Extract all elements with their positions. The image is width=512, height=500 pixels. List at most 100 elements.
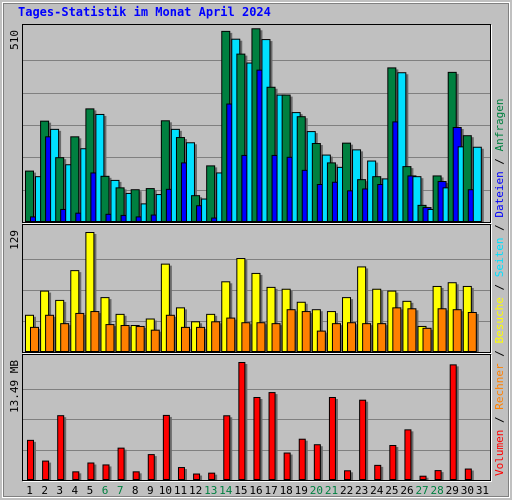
day-label-21: 21 (325, 484, 338, 497)
bar-volumen-day-9 (147, 454, 155, 480)
legend-item-seiten: Seiten (493, 238, 506, 278)
day-label-12: 12 (189, 484, 202, 497)
day-label-2: 2 (41, 484, 48, 497)
bar-volumen-day-13 (208, 472, 216, 481)
bar-anfragen-day-5 (85, 108, 95, 222)
axis-max-label-volume: 13.49 MB (8, 360, 21, 413)
bar-rechner-day-7 (120, 325, 130, 352)
legend-separator: / (493, 218, 506, 238)
bar-volumen-day-29 (449, 364, 457, 481)
bar-volumen-day-3 (57, 415, 65, 481)
bar-besuche-day-17 (266, 286, 276, 353)
day-label-16: 16 (249, 484, 262, 497)
bar-rechner-day-27 (422, 327, 432, 353)
day-label-1: 1 (26, 484, 33, 497)
bar-besuche-day-15 (236, 258, 246, 352)
day-label-22: 22 (340, 484, 353, 497)
bar-besuche-day-10 (160, 263, 170, 352)
bar-seiten-day-26 (412, 176, 422, 222)
bar-anfragen-day-6 (100, 175, 110, 223)
bar-rechner-day-19 (301, 311, 311, 352)
day-label-23: 23 (355, 484, 368, 497)
bar-besuche-day-14 (221, 281, 231, 353)
bar-rechner-day-15 (241, 322, 251, 352)
day-label-17: 17 (264, 484, 277, 497)
day-label-14: 14 (219, 484, 233, 497)
bar-seiten-day-30 (472, 146, 482, 223)
day-label-28: 28 (431, 484, 444, 497)
bar-rechner-day-9 (150, 329, 160, 352)
day-label-15: 15 (234, 484, 247, 497)
bar-rechner-day-26 (407, 308, 417, 353)
day-label-7: 7 (117, 484, 124, 497)
bar-rechner-day-23 (362, 323, 372, 352)
bar-anfragen-day-13 (206, 165, 216, 222)
bar-anfragen-day-10 (160, 120, 170, 222)
legend-item-dateien: Dateien (493, 171, 506, 217)
bar-rechner-day-21 (331, 323, 341, 352)
legend-separator: / (493, 344, 506, 364)
bar-rechner-day-13 (211, 321, 221, 353)
bar-volumen-day-7 (117, 447, 125, 480)
bar-rechner-day-11 (180, 326, 190, 353)
day-label-3: 3 (56, 484, 63, 497)
bar-anfragen-day-1 (25, 170, 34, 223)
bar-rechner-day-30 (467, 312, 477, 352)
bar-anfragen-day-30 (462, 135, 472, 222)
bar-besuche-day-23 (357, 266, 367, 353)
bar-rechner-day-2 (45, 314, 55, 353)
day-label-11: 11 (174, 484, 187, 497)
day-label-9: 9 (147, 484, 154, 497)
bar-seiten-day-5 (95, 113, 105, 222)
day-label-26: 26 (400, 484, 413, 497)
bar-anfragen-day-15 (236, 53, 246, 222)
bar-rechner-day-24 (377, 323, 387, 352)
day-label-10: 10 (159, 484, 172, 497)
bar-rechner-day-6 (105, 324, 115, 352)
day-label-25: 25 (385, 484, 398, 497)
bar-volumen-day-30 (464, 468, 472, 480)
day-label-27: 27 (415, 484, 428, 497)
day-label-30: 30 (461, 484, 474, 497)
bar-seiten-day-25 (397, 72, 407, 222)
bar-volumen-day-1 (27, 439, 34, 480)
legend-item-besuche: Besuche (493, 297, 506, 343)
outer-frame-dark (3, 3, 509, 497)
bar-rechner-day-17 (271, 323, 281, 352)
bar-volumen-day-26 (404, 429, 412, 481)
bar-volumen-day-15 (238, 362, 246, 480)
bar-anfragen-day-22 (342, 142, 352, 223)
day-label-31: 31 (476, 484, 489, 497)
day-label-29: 29 (446, 484, 459, 497)
bar-seiten-day-11 (185, 142, 195, 222)
day-label-19: 19 (295, 484, 308, 497)
bar-anfragen-day-4 (70, 136, 80, 222)
day-label-5: 5 (87, 484, 94, 497)
day-label-18: 18 (280, 484, 293, 497)
bar-rechner-day-8 (135, 325, 145, 353)
bar-volumen-day-11 (177, 467, 185, 480)
legend: Volumen / Rechner / Besuche / Seiten / D… (493, 98, 506, 476)
bar-rechner-day-29 (452, 309, 462, 352)
bar-besuche-day-24 (372, 288, 382, 352)
bar-anfragen-day-20 (311, 143, 321, 222)
bar-anfragen-day-7 (115, 187, 125, 222)
bar-besuche-day-16 (251, 272, 261, 353)
bar-volumen-day-17 (268, 392, 276, 480)
bar-anfragen-day-8 (130, 189, 140, 222)
day-label-24: 24 (370, 484, 384, 497)
bar-rechner-day-10 (165, 314, 175, 353)
axis-max-label-visits-sites: 129 (8, 230, 21, 250)
bar-rechner-day-28 (437, 308, 447, 353)
bar-volumen-day-12 (193, 473, 201, 481)
bar-rechner-day-3 (60, 323, 70, 352)
bar-anfragen-day-19 (296, 116, 306, 222)
legend-separator: / (493, 277, 506, 297)
bar-volumen-day-14 (223, 415, 231, 480)
bar-rechner-day-20 (316, 330, 326, 352)
bar-volumen-day-5 (87, 462, 95, 480)
chart-title: Tages-Statistik im Monat April 2024 (18, 5, 271, 19)
